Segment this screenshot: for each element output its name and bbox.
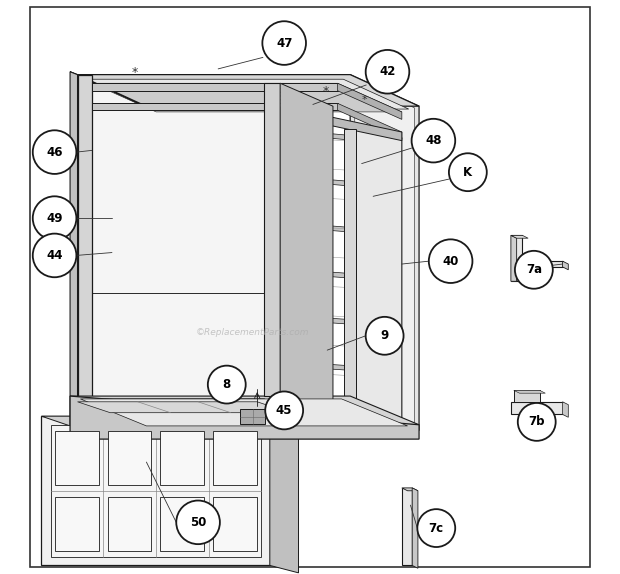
- Text: K: K: [463, 166, 472, 179]
- Text: 47: 47: [276, 37, 293, 49]
- Bar: [213, 497, 257, 551]
- Polygon shape: [42, 416, 298, 426]
- Text: 40: 40: [443, 255, 459, 267]
- Text: 7b: 7b: [528, 416, 545, 428]
- Polygon shape: [70, 399, 298, 414]
- Bar: [161, 430, 204, 485]
- Polygon shape: [511, 235, 562, 281]
- Text: 42: 42: [379, 65, 396, 78]
- Circle shape: [265, 391, 303, 429]
- Circle shape: [176, 501, 220, 544]
- Polygon shape: [337, 83, 402, 119]
- Text: *: *: [132, 67, 138, 79]
- Circle shape: [429, 239, 472, 283]
- Polygon shape: [70, 396, 419, 439]
- Polygon shape: [280, 222, 354, 232]
- Bar: [240, 409, 265, 424]
- Text: 8: 8: [223, 378, 231, 391]
- Polygon shape: [514, 390, 546, 393]
- Circle shape: [518, 403, 556, 441]
- Text: 9: 9: [381, 329, 389, 342]
- Text: *: *: [361, 95, 367, 105]
- Text: 45: 45: [276, 404, 293, 417]
- Polygon shape: [402, 488, 412, 565]
- Circle shape: [366, 317, 404, 355]
- Polygon shape: [511, 402, 562, 414]
- Polygon shape: [511, 235, 516, 281]
- Circle shape: [208, 366, 246, 404]
- Bar: [161, 497, 204, 551]
- Text: 44: 44: [46, 249, 63, 262]
- Polygon shape: [78, 75, 419, 106]
- Bar: [55, 430, 99, 485]
- Polygon shape: [280, 129, 345, 139]
- Polygon shape: [280, 83, 333, 419]
- Polygon shape: [81, 399, 407, 426]
- Text: 46: 46: [46, 146, 63, 158]
- Text: 48: 48: [425, 134, 441, 147]
- Polygon shape: [280, 315, 363, 325]
- Polygon shape: [70, 396, 419, 425]
- Text: 7c: 7c: [428, 522, 444, 534]
- Circle shape: [449, 153, 487, 191]
- Bar: [108, 430, 151, 485]
- Circle shape: [417, 509, 455, 547]
- Circle shape: [412, 119, 455, 162]
- Circle shape: [33, 130, 76, 174]
- Polygon shape: [92, 293, 264, 396]
- Polygon shape: [92, 83, 337, 91]
- Polygon shape: [562, 402, 569, 417]
- Polygon shape: [412, 488, 418, 568]
- Bar: [213, 430, 257, 485]
- Polygon shape: [78, 75, 92, 439]
- Text: 49: 49: [46, 212, 63, 224]
- Polygon shape: [92, 103, 337, 110]
- Polygon shape: [345, 129, 356, 430]
- Polygon shape: [356, 126, 402, 430]
- Polygon shape: [51, 425, 261, 557]
- Polygon shape: [92, 83, 264, 293]
- Polygon shape: [350, 75, 419, 430]
- Polygon shape: [280, 408, 372, 418]
- Polygon shape: [562, 261, 569, 270]
- Polygon shape: [402, 488, 418, 491]
- Polygon shape: [337, 103, 402, 139]
- Polygon shape: [270, 416, 298, 573]
- Polygon shape: [42, 416, 270, 565]
- Polygon shape: [264, 83, 280, 396]
- Circle shape: [33, 196, 76, 240]
- Polygon shape: [511, 235, 528, 238]
- Polygon shape: [280, 361, 368, 371]
- Text: ©ReplacementParts.com: ©ReplacementParts.com: [196, 328, 309, 338]
- Bar: [55, 497, 99, 551]
- Bar: [108, 497, 151, 551]
- Polygon shape: [280, 106, 402, 141]
- Text: 7a: 7a: [526, 263, 542, 276]
- Circle shape: [262, 21, 306, 65]
- Polygon shape: [280, 176, 349, 186]
- Polygon shape: [70, 72, 146, 106]
- Circle shape: [515, 251, 553, 289]
- Polygon shape: [280, 269, 358, 279]
- Polygon shape: [70, 72, 78, 439]
- Circle shape: [33, 234, 76, 277]
- Polygon shape: [92, 83, 402, 112]
- Text: 50: 50: [190, 516, 206, 529]
- Polygon shape: [78, 402, 290, 413]
- Circle shape: [366, 50, 409, 94]
- Text: *: *: [323, 86, 329, 98]
- Polygon shape: [86, 79, 409, 109]
- Polygon shape: [355, 79, 414, 426]
- Polygon shape: [514, 390, 539, 402]
- Polygon shape: [280, 115, 291, 419]
